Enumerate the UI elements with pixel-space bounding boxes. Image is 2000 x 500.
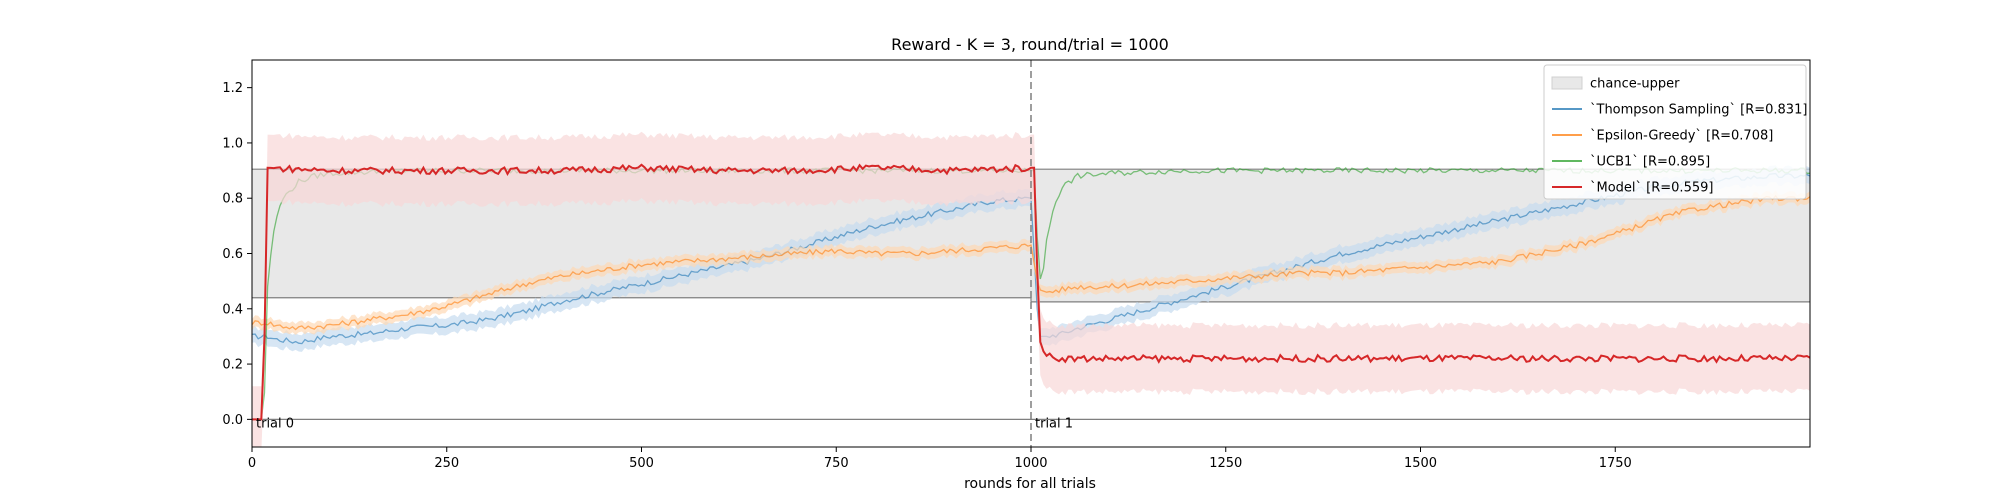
series-band-3 (252, 131, 1810, 447)
legend-label: `Thompson Sampling` [R=0.831] (1590, 103, 1807, 118)
x-tick-label: 250 (434, 456, 459, 471)
y-tick-label: 0.0 (222, 413, 243, 428)
series-line-1 (252, 194, 1810, 331)
x-axis-label: rounds for all trials (964, 476, 1096, 492)
x-tick-label: 500 (629, 456, 654, 471)
legend-label: `UCB1` [R=0.895] (1590, 155, 1710, 170)
trial-annotation: trial 1 (1035, 416, 1073, 431)
y-tick-label: 0.8 (222, 192, 243, 207)
legend: chance-upper `Thompson Sampling` [R=0.831… (1543, 64, 1807, 200)
series-line-3 (252, 163, 1810, 421)
legend-label: chance-upper (1590, 77, 1680, 92)
x-tick-label: 1000 (1014, 456, 1047, 471)
legend-label: `Model` [R=0.559] (1590, 181, 1713, 196)
x-tick-label: 1750 (1599, 456, 1632, 471)
series-band-1 (252, 190, 1810, 335)
y-tick-label: 1.2 (222, 81, 243, 96)
axes: 0 250 500 750 1000 1250 1500 1750 0.0 0.2 0.4 0.6 0.… (222, 59, 1811, 471)
y-tick-label: 0.2 (222, 358, 243, 373)
legend-swatch (1551, 76, 1583, 90)
legend-label: `Epsilon-Greedy` [R=0.708] (1590, 129, 1773, 144)
trial-annotation: trial 0 (256, 416, 294, 431)
y-tick-label: 1.0 (222, 136, 243, 151)
legend-box (1543, 64, 1807, 200)
x-tick-label: 1500 (1404, 456, 1437, 471)
x-tick-label: 0 (248, 456, 256, 471)
chart-title: Reward - K = 3, round/trial = 1000 (891, 35, 1169, 54)
x-tick-label: 750 (824, 456, 849, 471)
y-tick-label: 0.6 (222, 247, 243, 262)
x-tick-label: 1250 (1209, 456, 1242, 471)
y-tick-label: 0.4 (222, 302, 243, 317)
